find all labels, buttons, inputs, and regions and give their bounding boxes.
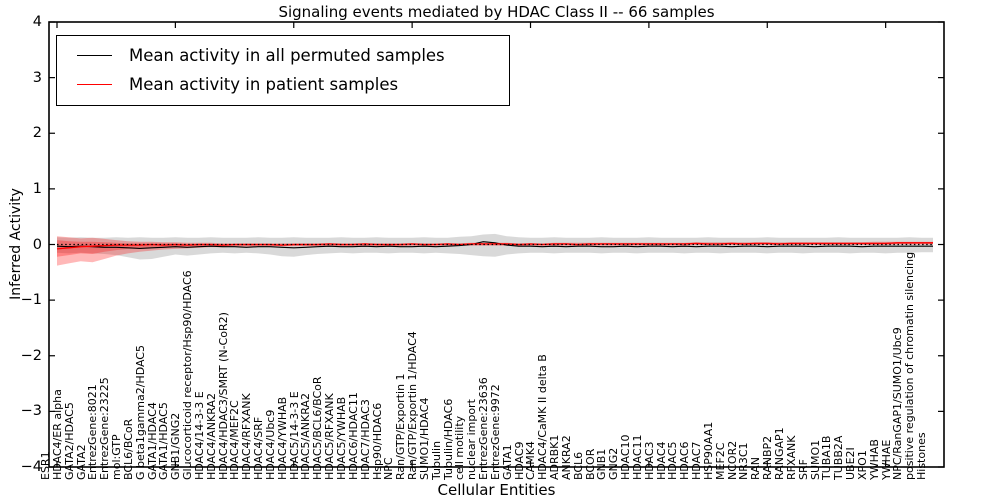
y-tick-label: −2 bbox=[20, 347, 42, 364]
x-tick-label: positive regulation of chromatin silenci… bbox=[903, 251, 917, 480]
legend-item-permuted: Mean activity in all permuted samples bbox=[57, 41, 509, 70]
x-tick-label: NCOR2 bbox=[725, 440, 739, 480]
x-tick-label: EntrezGene:23636 bbox=[477, 377, 490, 480]
x-tick-label: BCOR bbox=[583, 448, 597, 480]
x-tick-label: GATA2/HDAC5 bbox=[62, 402, 76, 480]
x-tick-label: NR3C1 bbox=[737, 442, 751, 480]
x-tick-label: HDAC4/ER alpha bbox=[50, 389, 64, 480]
x-tick-label: RAN bbox=[749, 457, 763, 480]
legend-item-patient: Mean activity in patient samples bbox=[57, 70, 509, 99]
x-tick-label: HDAC4 bbox=[654, 441, 668, 480]
y-tick-label: 4 bbox=[32, 14, 42, 30]
x-tick-label: HSP90AA1 bbox=[701, 421, 715, 480]
x-tick-label: HDAC7 bbox=[690, 441, 704, 480]
x-tick-label: NPC/RanGAP1/SUMO1/Ubc9 bbox=[891, 327, 905, 480]
x-tick-label: GNB1/GNG2 bbox=[169, 412, 183, 480]
x-tick-label: HDAC4/14-3-3 E bbox=[192, 391, 206, 480]
x-tick-label: mol:GTP bbox=[110, 434, 123, 480]
permuted-range-band bbox=[57, 233, 933, 260]
x-tick-label: GATA1/HDAC5 bbox=[157, 402, 171, 480]
x-tick-label: HDAC5/BCL6/BCoR bbox=[311, 376, 325, 480]
x-tick-label: nuclear import bbox=[465, 399, 479, 480]
x-tick-label: Glucocorticoid receptor/Hsp90/HDAC6 bbox=[181, 270, 195, 480]
x-tick-label: UBE2I bbox=[844, 447, 857, 480]
x-tick-label: TUBA1B bbox=[820, 435, 834, 480]
legend-label-permuted: Mean activity in all permuted samples bbox=[129, 46, 445, 65]
x-tick-label: HDAC5/YWHAB bbox=[334, 396, 348, 480]
x-tick-label: Ran/GTP/Exportin 1 bbox=[394, 373, 408, 480]
x-tick-label: BCL6/BCoR bbox=[121, 418, 135, 480]
x-tick-label: NPC bbox=[382, 457, 396, 480]
x-tick-label: RANBP2 bbox=[761, 435, 775, 480]
x-tick-label: TUBB2A bbox=[832, 435, 846, 480]
x-tick-label: ADRBK1 bbox=[548, 434, 561, 480]
permuted-line-swatch bbox=[77, 55, 112, 56]
x-tick-label: MEF2C bbox=[713, 442, 727, 480]
x-tick-label: HDAC4/ANKRA2 bbox=[204, 393, 218, 480]
x-axis-label: Cellular Entities bbox=[437, 481, 556, 499]
x-tick-label: Hsp90/HDAC6 bbox=[370, 402, 384, 480]
x-tick-label: HDAC5/RFXANK bbox=[323, 393, 337, 480]
x-tick-label: SUMO1 bbox=[808, 439, 822, 480]
y-tick-label: 0 bbox=[32, 236, 42, 253]
x-tick-label: RANGAP1 bbox=[772, 427, 786, 480]
x-tick-label: XPO1 bbox=[855, 450, 869, 480]
x-tick-label: HDAC5/ANKRA2 bbox=[299, 393, 313, 480]
x-tick-label: YWHAB bbox=[867, 439, 881, 480]
x-tick-label: cell motility bbox=[453, 415, 467, 480]
x-tick-label: HDAC10 bbox=[619, 434, 633, 480]
y-tick-label: 2 bbox=[32, 125, 42, 142]
legend-label-patient: Mean activity in patient samples bbox=[129, 75, 399, 94]
x-tick-label: EntrezGene:9972 bbox=[488, 384, 502, 480]
x-tick-label: Ran/GTP/Exportin 1/HDAC4 bbox=[406, 331, 419, 480]
x-tick-label: RFXANK bbox=[784, 435, 798, 480]
x-tick-label: G beta1gamma2/HDAC5 bbox=[133, 345, 147, 480]
x-tick-label: HDAC5/14-3-3 E bbox=[287, 391, 301, 480]
x-tick-label: GNB1 bbox=[595, 448, 609, 480]
x-tick-label: EntrezGene:8021 bbox=[86, 384, 100, 480]
x-tick-label: HDAC6 bbox=[678, 441, 692, 480]
x-tick-label: HDAC3 bbox=[642, 441, 656, 480]
x-tick-label: HDAC6/HDAC11 bbox=[346, 392, 360, 480]
y-tick-label: 1 bbox=[32, 180, 42, 197]
x-tick-label: HDAC4/RFXANK bbox=[240, 393, 254, 480]
permuted-mean-line bbox=[56, 241, 933, 249]
x-tick-label: BCL6 bbox=[571, 451, 585, 480]
x-tick-label: GNG2 bbox=[607, 447, 621, 480]
x-tick-label: HDAC4/Ubc9 bbox=[263, 409, 277, 480]
y-tick-label: 3 bbox=[32, 69, 42, 86]
x-tick-label: HDAC4/HDAC3/SMRT (N-CoR2) bbox=[216, 312, 230, 480]
x-tick-label: CAMK4 bbox=[524, 441, 538, 480]
x-tick-label: GATA1 bbox=[500, 444, 514, 480]
x-tick-label: HDAC4/SRF bbox=[252, 416, 266, 480]
x-tick-label: HDAC5 bbox=[666, 441, 680, 480]
x-tick-label: SUMO1/HDAC4 bbox=[417, 397, 431, 480]
x-tick-label: ESR1 bbox=[39, 451, 52, 480]
chart-title: Signaling events mediated by HDAC Class … bbox=[278, 3, 715, 21]
x-tick-label: Tubulin/HDAC6 bbox=[441, 398, 455, 480]
x-tick-label: Histones bbox=[915, 432, 928, 480]
y-tick-label: −3 bbox=[20, 403, 42, 420]
x-tick-label: HDAC11 bbox=[630, 434, 644, 480]
x-tick-label: HDAC9 bbox=[512, 441, 526, 480]
x-tick-label: HDAC7/HDAC3 bbox=[358, 399, 372, 480]
x-tick-label: GATA2 bbox=[74, 444, 88, 480]
x-tick-label: ANKRA2 bbox=[559, 435, 573, 480]
x-tick-label: EntrezGene:23225 bbox=[98, 377, 112, 480]
patient-line-swatch bbox=[77, 84, 112, 85]
x-tick-label: HDAC4/MEF2C bbox=[228, 400, 242, 480]
x-tick-label: HDAC4/YWHAB bbox=[275, 396, 289, 480]
x-tick-label: GATA1/HDAC4 bbox=[145, 402, 159, 480]
x-tick-label: YWHAE bbox=[879, 439, 893, 480]
y-tick-label: −1 bbox=[20, 292, 42, 309]
legend: Mean activity in all permuted samples Me… bbox=[56, 35, 510, 106]
x-tick-label: HDAC4/CaMK II delta B bbox=[536, 354, 550, 480]
x-tick-label: Tubulin bbox=[429, 440, 443, 480]
patient-mean-line bbox=[56, 242, 933, 250]
y-tick-label: −4 bbox=[20, 459, 42, 475]
x-tick-label: SRF bbox=[796, 459, 810, 480]
